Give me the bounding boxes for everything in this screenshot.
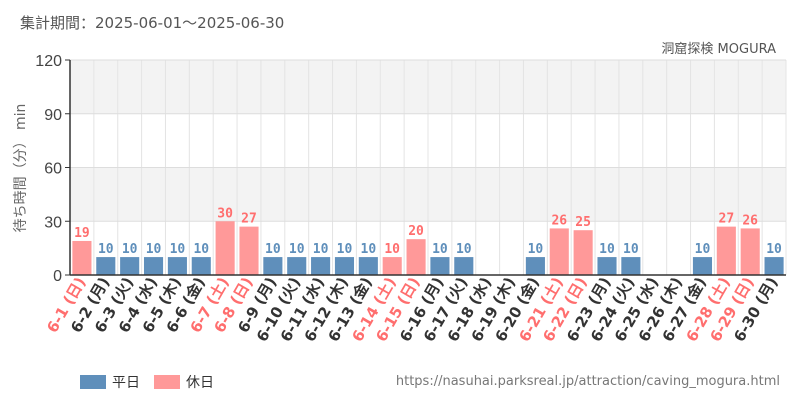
bar-6-24: [621, 257, 641, 275]
bar-6-9: [263, 257, 283, 275]
bar-6-1: [72, 240, 92, 275]
data-label: 10: [528, 242, 544, 257]
data-label: 10: [599, 242, 615, 257]
bar-6-30: [764, 257, 784, 275]
data-label: 10: [361, 242, 377, 257]
data-label: 19: [74, 226, 90, 241]
bar-6-22: [573, 230, 593, 275]
bar-6-20: [525, 257, 545, 275]
bars: [72, 221, 784, 275]
data-label: 20: [408, 224, 424, 239]
bar-6-2: [96, 257, 116, 275]
legend-item-weekday: 平日: [80, 372, 140, 392]
legend: 平日 休日: [80, 372, 228, 392]
bar-6-5: [167, 257, 187, 275]
data-label: 10: [432, 242, 448, 257]
data-label: 10: [695, 242, 711, 257]
data-label: 10: [289, 242, 305, 257]
data-label: 10: [337, 242, 353, 257]
data-label: 10: [122, 242, 138, 257]
y-axis: 0 30 60 90 120: [35, 53, 71, 285]
bar-6-15: [406, 239, 426, 275]
data-label: 10: [766, 242, 782, 257]
bar-6-28: [716, 226, 736, 275]
data-label: 10: [98, 242, 114, 257]
weekday-swatch: [80, 375, 106, 389]
data-label: 10: [146, 242, 162, 257]
data-label: 10: [193, 242, 209, 257]
y-tick-label: 30: [44, 214, 62, 231]
bar-6-14: [382, 257, 402, 275]
bar-6-11: [311, 257, 331, 275]
bar-6-13: [358, 257, 378, 275]
data-label: 10: [313, 242, 329, 257]
period-label: 集計期間：2025-06-01～2025-06-30: [20, 14, 285, 32]
bar-6-12: [334, 257, 355, 275]
bar-6-3: [120, 257, 140, 275]
bar-6-21: [549, 228, 569, 275]
data-label: 26: [551, 213, 567, 228]
attraction-name: 洞窟探検 MOGURA: [661, 42, 776, 57]
bar-6-16: [430, 257, 450, 275]
data-label: 10: [456, 242, 472, 257]
data-label: 27: [719, 212, 735, 227]
y-axis-label: 待ち時間（分） min: [13, 104, 29, 233]
data-label: 27: [241, 212, 257, 227]
y-tick-label: 60: [44, 161, 62, 178]
bar-6-7: [215, 221, 235, 275]
x-axis: 6-1 (日)6-2 (月)6-3 (火)6-4 (水)6-5 (木)6-6 (…: [43, 274, 786, 345]
bar-6-29: [740, 228, 760, 275]
data-label: 30: [217, 206, 233, 221]
data-label: 25: [575, 215, 591, 230]
data-labels: 19 10 10 10 10 10 30 27 10 10 10 10 10 10 20 10 10 10 26 25…: [74, 206, 782, 257]
data-label: 10: [265, 242, 281, 257]
data-label: 10: [623, 242, 639, 257]
bar-6-8: [239, 226, 259, 275]
legend-label-holiday: 休日: [186, 375, 214, 391]
legend-item-holiday: 休日: [154, 372, 214, 392]
y-tick-label: 120: [35, 53, 62, 70]
source-url: https://nasuhai.parksreal.jp/attraction/…: [395, 374, 780, 389]
legend-label-weekday: 平日: [112, 375, 140, 391]
y-tick-label: 0: [53, 268, 62, 285]
bar-6-27: [692, 257, 713, 275]
y-tick-label: 90: [44, 107, 62, 124]
holiday-swatch: [154, 375, 180, 389]
bar-6-6: [191, 257, 211, 275]
bar-6-10: [287, 257, 307, 275]
bar-6-4: [143, 257, 164, 275]
data-label: 26: [742, 213, 758, 228]
bar-6-17: [454, 257, 474, 275]
data-label: 10: [170, 242, 186, 257]
bar-6-23: [597, 257, 617, 275]
data-label: 10: [384, 242, 400, 257]
